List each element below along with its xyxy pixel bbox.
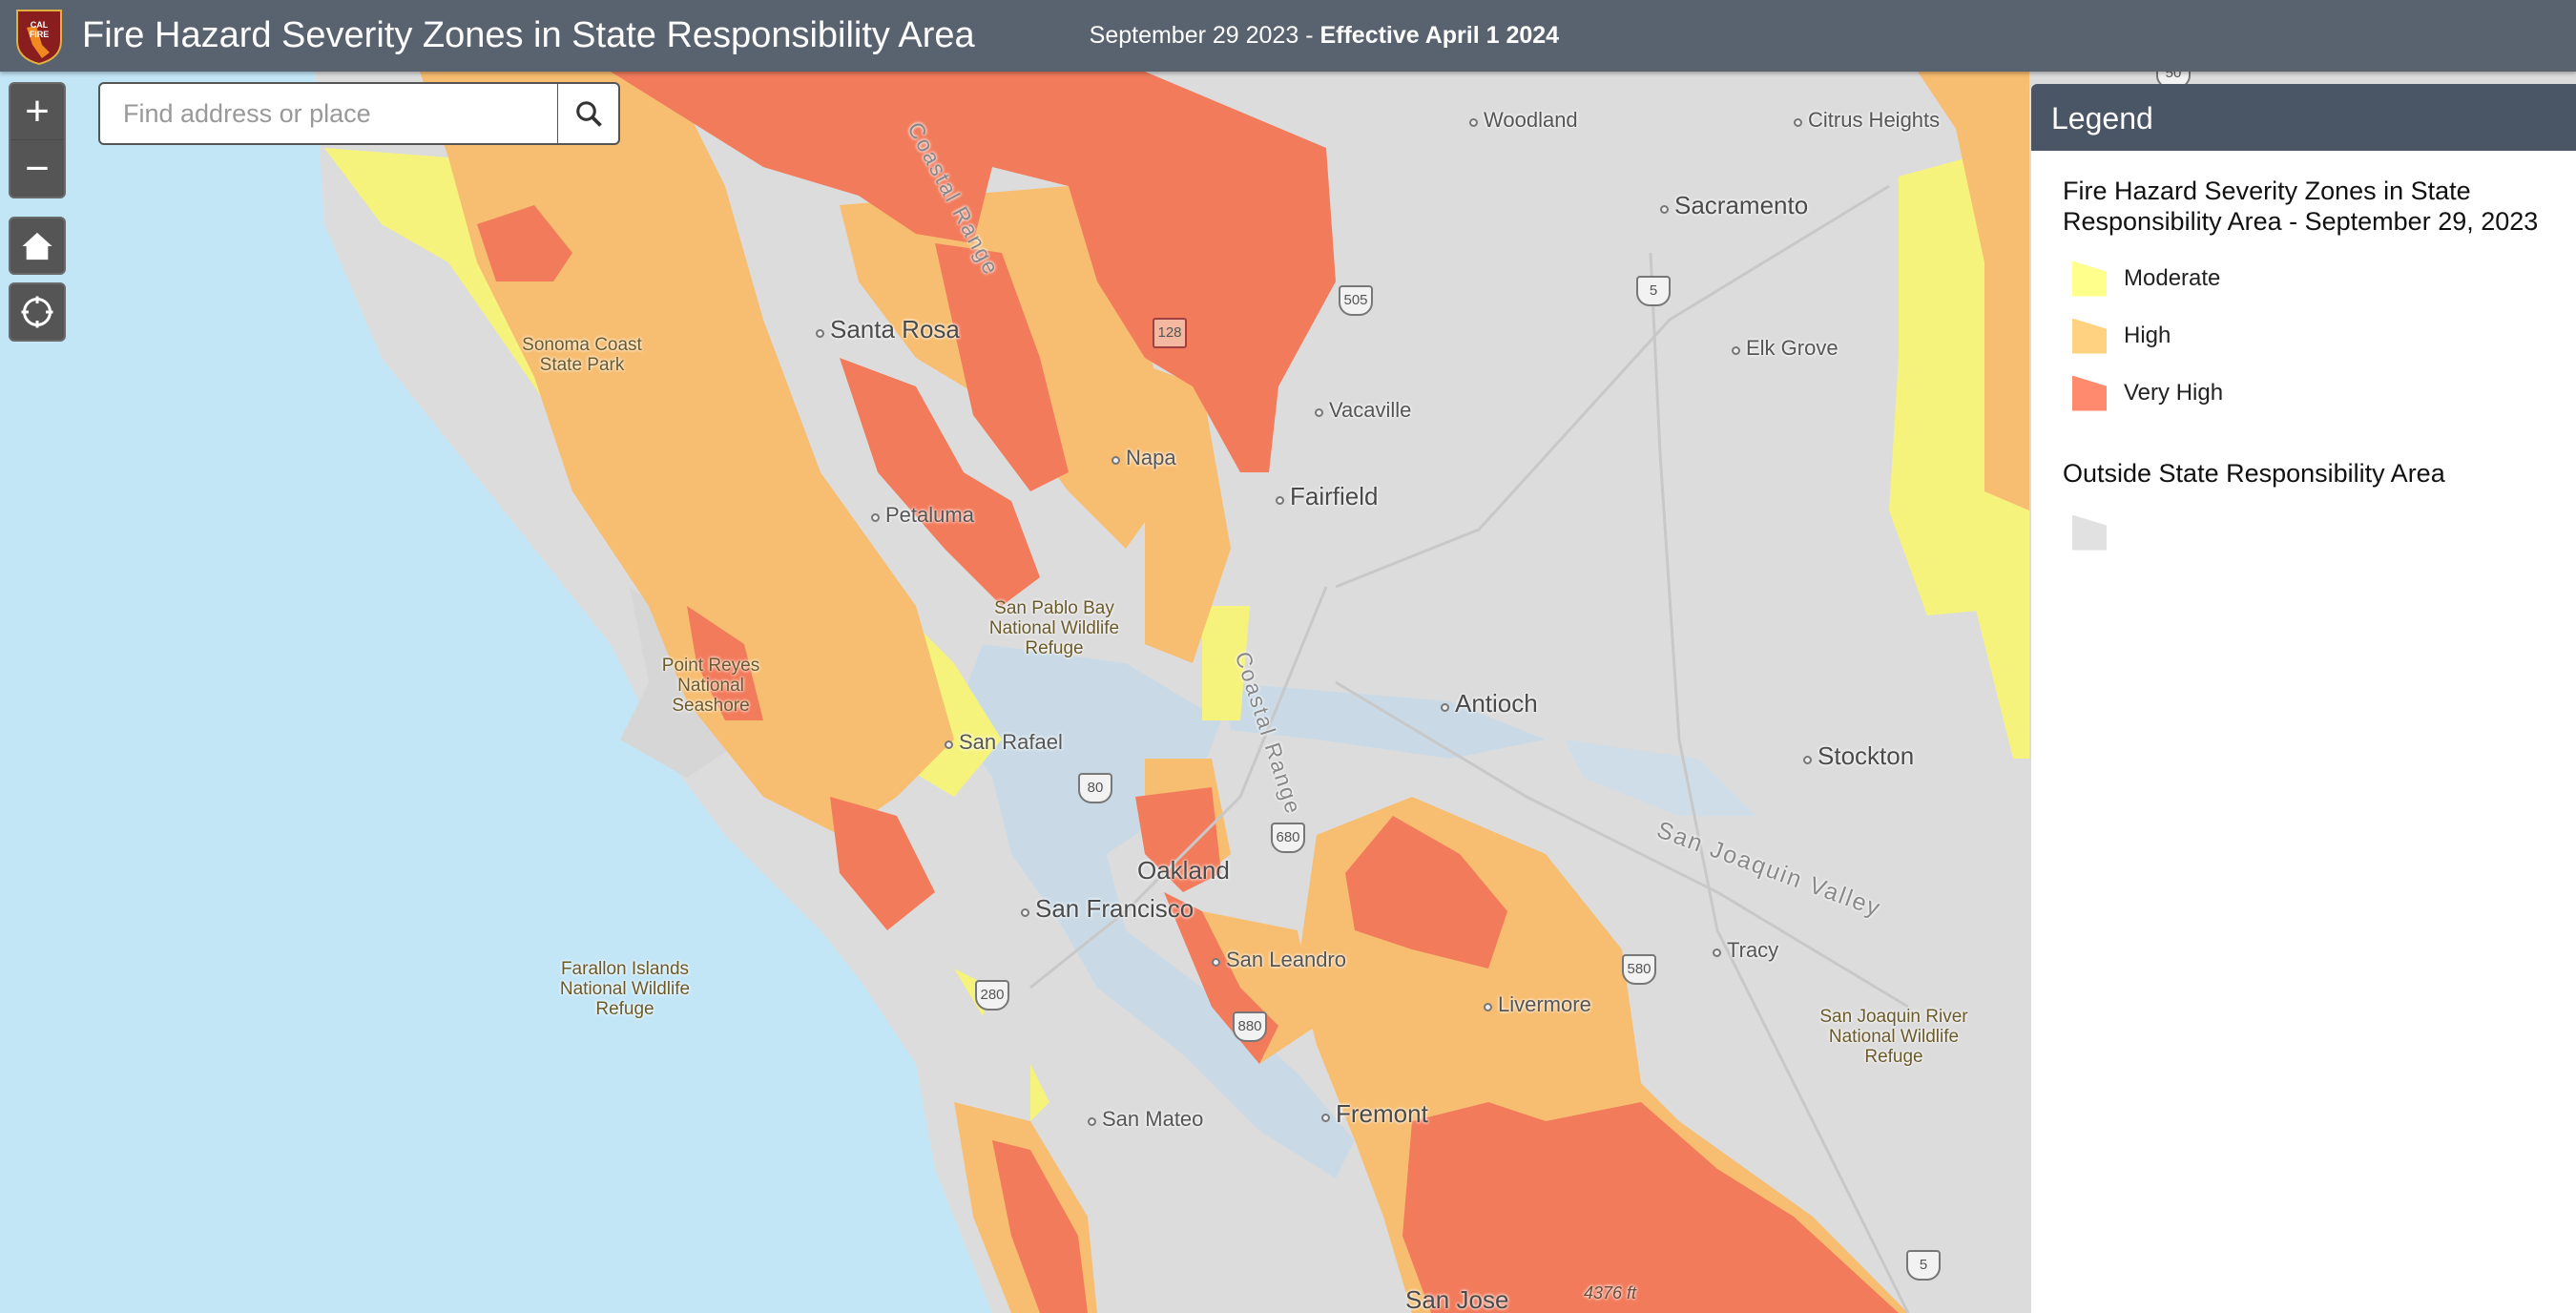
map-date: September 29 2023 - <box>1089 22 1320 49</box>
elevation-label: 4376 ft <box>1584 1283 1637 1303</box>
delta-water <box>1565 740 1755 816</box>
app-subtitle: September 29 2023 - Effective April 1 20… <box>1090 22 1559 50</box>
suisun-bay <box>1221 682 1546 759</box>
highway-shield: 680 <box>1271 823 1305 853</box>
park-label: Point Reyes National Seashore <box>661 656 760 716</box>
very-high-swatch <box>2072 375 2107 411</box>
place-label: Petaluma <box>871 503 974 528</box>
highway-shield: 5 <box>1636 276 1671 306</box>
app-header: CAL FIRE Fire Hazard Severity Zones in S… <box>0 0 2576 72</box>
place-label: Elk Grove <box>1732 336 1839 361</box>
search-icon <box>575 101 602 127</box>
highway-shield: 580 <box>1622 954 1656 985</box>
home-button[interactable] <box>9 217 66 275</box>
very-high-zones <box>477 72 1899 1313</box>
moderate-swatch <box>2072 261 2107 297</box>
park-label: Farallon Islands National Wildlife Refug… <box>559 959 691 1019</box>
place-label: Stockton <box>1803 741 1914 771</box>
highway-shield: 5 <box>1906 1250 1941 1281</box>
legend-item-high: High <box>2063 317 2576 355</box>
app-title: Fire Hazard Severity Zones in State Resp… <box>82 15 975 55</box>
legend-item-moderate: Moderate <box>2063 260 2576 298</box>
svg-text:FIRE: FIRE <box>30 30 50 39</box>
legend-item-outside <box>2063 513 2576 552</box>
place-label: Livermore <box>1484 992 1591 1017</box>
place-label: San Mateo <box>1088 1107 1203 1132</box>
highway-shield: 280 <box>975 980 1009 1011</box>
locate-button[interactable] <box>9 282 66 342</box>
place-label: Tracy <box>1713 938 1778 963</box>
place-label: Fairfield <box>1276 482 1378 511</box>
place-label: Napa <box>1111 446 1176 470</box>
map-canvas[interactable] <box>0 72 2576 1313</box>
place-label: Sacramento <box>1660 191 1808 220</box>
place-label: Oakland <box>1137 856 1230 885</box>
search-widget <box>98 82 620 145</box>
zoom-out-button[interactable]: − <box>25 144 50 192</box>
place-label: San Rafael <box>945 730 1063 755</box>
cal-fire-logo: CAL FIRE <box>16 9 62 65</box>
place-label: Antioch <box>1441 689 1538 719</box>
park-label: San Joaquin River National Wildlife Refu… <box>1819 1007 1968 1067</box>
park-label: San Pablo Bay National Wildlife Refuge <box>988 598 1120 658</box>
legend-heading: Legend <box>2031 84 2576 151</box>
search-input[interactable] <box>100 84 557 143</box>
zoom-in-button[interactable]: + <box>10 84 64 140</box>
legend-layer-title: Fire Hazard Severity Zones in State Resp… <box>2063 177 2539 236</box>
home-icon <box>22 232 52 260</box>
svg-text:CAL: CAL <box>31 20 49 30</box>
place-label: Vacaville <box>1315 398 1411 423</box>
legend-panel: Legend Fire Hazard Severity Zones in Sta… <box>2029 84 2576 1313</box>
map-view[interactable]: Woodland Citrus Heights Sacramento Elk G… <box>0 72 2576 1313</box>
zoom-control: + − <box>9 82 66 198</box>
legend-item-very-high: Very High <box>2063 374 2576 412</box>
highway-shield: 128 <box>1153 318 1187 348</box>
legend-outside-title: Outside State Responsibility Area <box>2063 459 2445 488</box>
highway-shield: 505 <box>1339 285 1373 316</box>
highway-shield: 80 <box>1078 773 1112 803</box>
place-label: Woodland <box>1469 108 1578 133</box>
roads <box>1029 184 1910 1313</box>
place-label: San Jose <box>1405 1285 1509 1313</box>
effective-date: Effective April 1 2024 <box>1319 22 1560 49</box>
place-label: Santa Rosa <box>816 315 960 344</box>
park-label: Sonoma Coast State Park <box>522 335 642 375</box>
place-label: San Francisco <box>1021 894 1194 924</box>
place-label: Fremont <box>1321 1099 1428 1129</box>
search-button[interactable] <box>557 84 618 143</box>
highway-shield: 880 <box>1233 1011 1267 1042</box>
locate-icon <box>21 296 53 328</box>
high-swatch <box>2072 318 2107 354</box>
place-label: San Leandro <box>1212 948 1346 972</box>
outside-swatch <box>2072 514 2107 551</box>
place-label: Citrus Heights <box>1794 108 1940 133</box>
